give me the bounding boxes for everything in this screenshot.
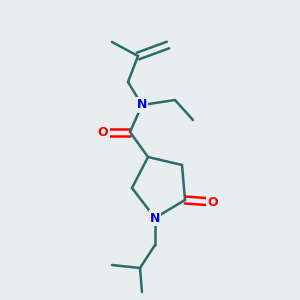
Text: N: N bbox=[137, 98, 147, 112]
Text: O: O bbox=[98, 125, 108, 139]
Text: N: N bbox=[150, 212, 160, 224]
Text: O: O bbox=[208, 196, 218, 208]
